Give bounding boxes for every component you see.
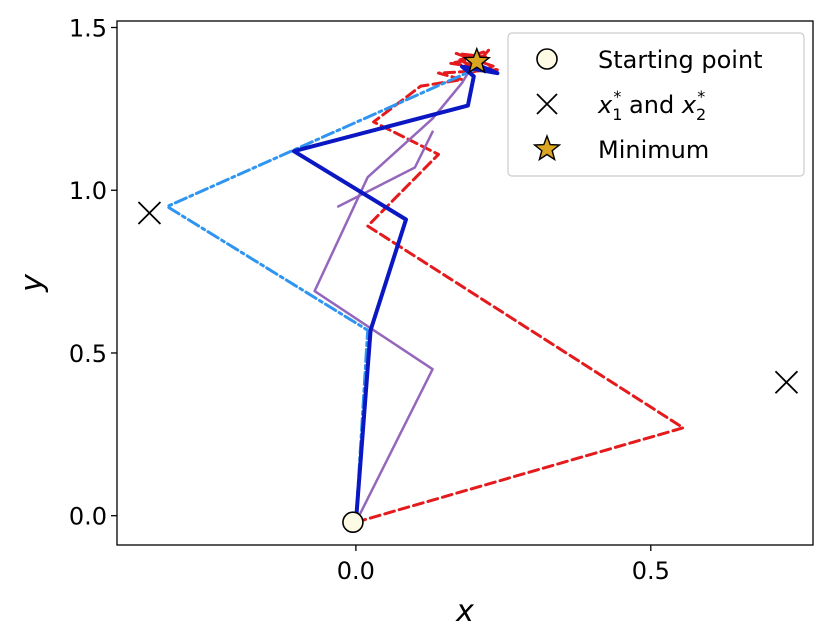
y-tick-label-3: 1.5 [69, 15, 107, 43]
marker-layer [137, 46, 799, 534]
y-axis-label: y [15, 273, 50, 293]
legend-label-starting-point: Starting point [598, 46, 763, 74]
minimum-star-marker [462, 46, 492, 74]
x-tick-label-0: 0.0 [337, 557, 375, 585]
plot-frame [116, 20, 814, 546]
legend-label-minimum: Minimum [598, 136, 709, 164]
x-axis-label: x [455, 594, 474, 629]
legend-starting-point-icon [536, 48, 558, 70]
x-star-marker-1 [137, 201, 162, 225]
legend-x-star-icon [536, 93, 558, 115]
tick-layer: 0.0 0.5 0.0 0.5 1.0 1.5 [69, 15, 670, 585]
y-tick-label-1: 0.5 [69, 340, 107, 368]
legend-minimum-star-icon [532, 133, 562, 162]
y-tick-label-2: 1.0 [69, 177, 107, 205]
x-star-marker-2 [774, 370, 799, 394]
legend: Starting point x1* and x2* Minimum [507, 32, 805, 177]
series-line-4 [165, 61, 476, 524]
x-tick-label-1: 0.5 [632, 557, 670, 585]
y-tick-label-0: 0.0 [69, 503, 107, 531]
legend-frame [507, 32, 805, 177]
legend-label-x-star: x1* and x2* [597, 87, 706, 124]
series-line-3 [336, 130, 434, 208]
series-line-5 [291, 61, 500, 525]
series-line-2 [313, 62, 476, 524]
starting-point-marker [342, 511, 364, 534]
